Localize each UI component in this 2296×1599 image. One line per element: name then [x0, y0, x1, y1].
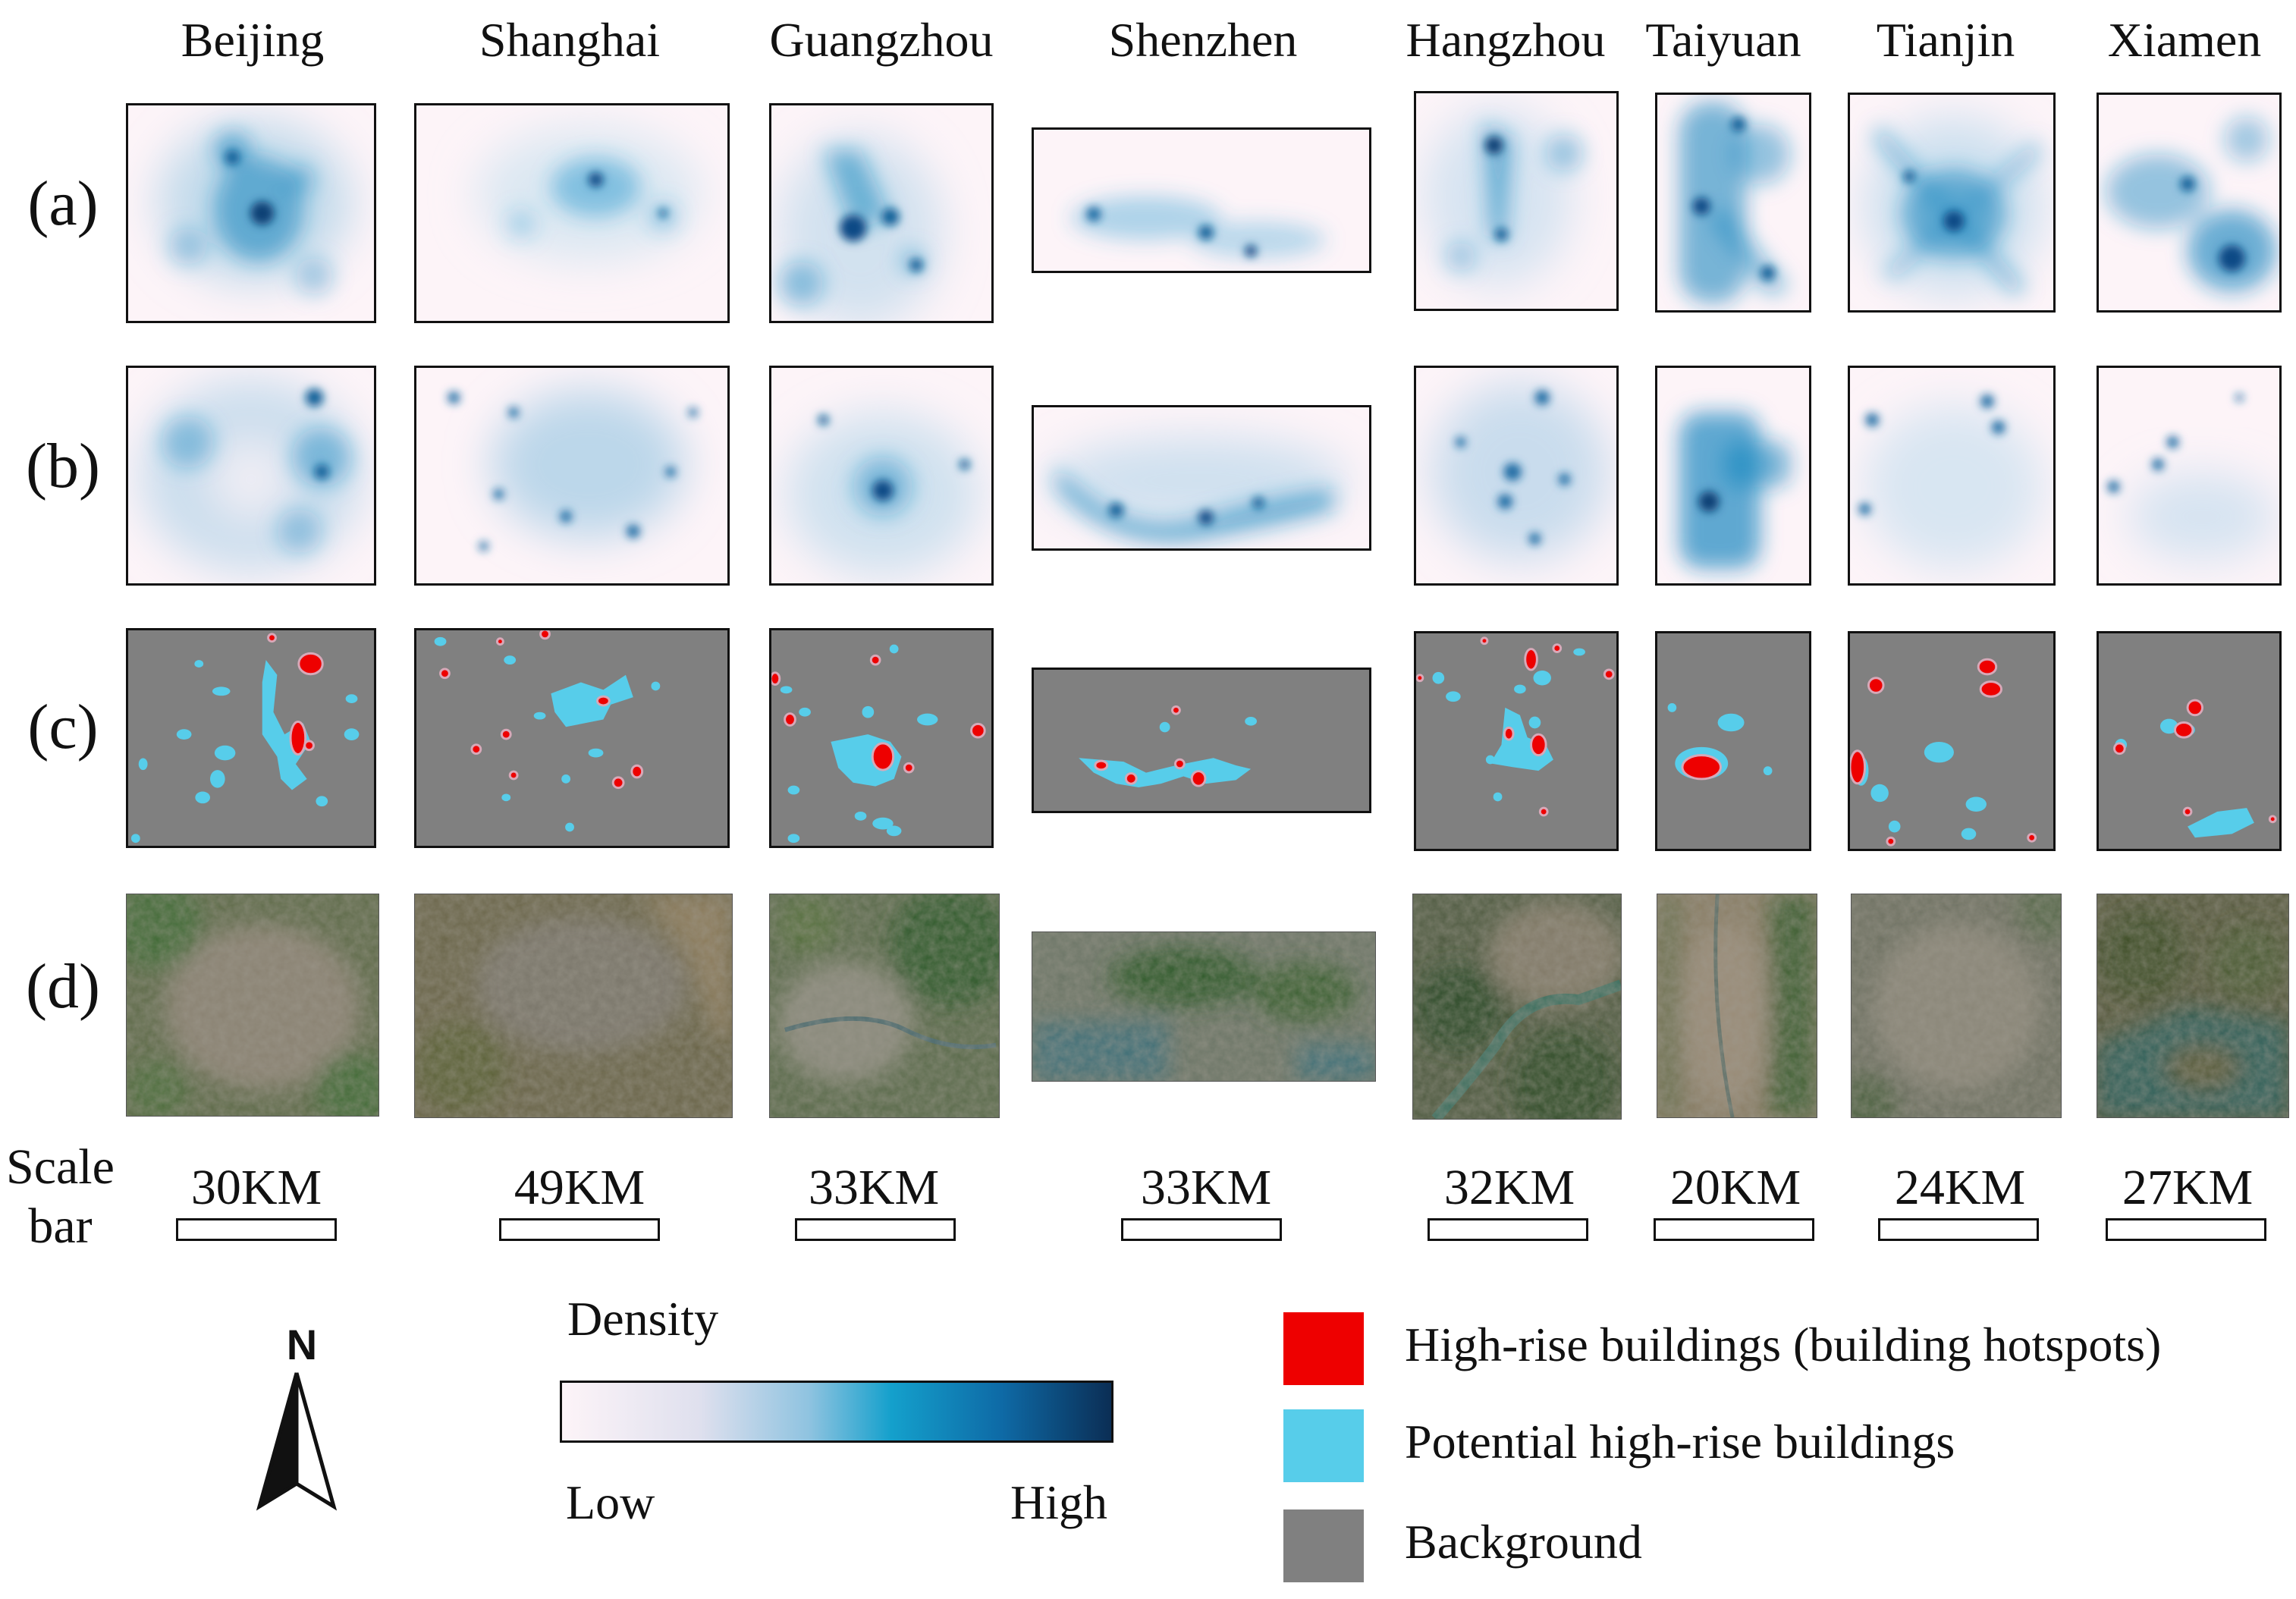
city-title-tianjin: Tianjin	[1876, 13, 2015, 67]
row-label-c: (c)	[27, 692, 99, 762]
satellite-image-d-xiamen	[2097, 894, 2289, 1118]
legend-label-hotspot: High-rise buildings (building hotspots)	[1405, 1318, 2162, 1371]
density-map-b-shenzhen	[1032, 405, 1371, 551]
row-label-b: (b)	[26, 431, 100, 501]
row-label-d: (d)	[26, 951, 100, 1022]
density-map-a-xiamen	[2097, 93, 2282, 313]
density-map-a-tianjin	[1848, 93, 2056, 313]
hotspot-map-c-hangzhou	[1414, 631, 1619, 851]
satellite-image-d-shanghai	[414, 894, 733, 1118]
city-title-beijing: Beijing	[181, 13, 325, 67]
density-map-b-beijing	[126, 366, 376, 586]
scale-value-taiyuan: 20KM	[1669, 1160, 1801, 1215]
scale-value-beijing: 30KM	[190, 1160, 322, 1215]
scale-bar-tianjin	[1878, 1218, 2039, 1241]
density-color-ramp	[560, 1381, 1113, 1443]
scale-bar-label: Scale bar	[6, 1138, 115, 1256]
city-title-shenzhen: Shenzhen	[1108, 13, 1298, 67]
hotspot-map-c-guangzhou	[769, 628, 994, 848]
hotspot-map-c-taiyuan	[1655, 631, 1811, 851]
hotspot-map-c-tianjin	[1848, 631, 2056, 851]
density-map-b-hangzhou	[1414, 366, 1619, 586]
density-map-b-guangzhou	[769, 366, 994, 586]
legend-label-potential: Potential high-rise buildings	[1405, 1415, 1955, 1469]
scale-value-shenzhen: 33KM	[1140, 1160, 1272, 1215]
satellite-image-d-shenzhen	[1032, 931, 1376, 1082]
city-title-shanghai: Shanghai	[479, 13, 661, 67]
scale-bar-shenzhen	[1121, 1218, 1282, 1241]
density-legend-title: Density	[567, 1292, 719, 1346]
north-arrow-label: N	[286, 1321, 318, 1368]
scale-bar-shanghai	[499, 1218, 660, 1241]
scale-bar-beijing	[176, 1218, 337, 1241]
density-map-a-guangzhou	[769, 103, 994, 323]
density-map-b-xiamen	[2097, 366, 2282, 586]
satellite-image-d-beijing	[126, 894, 379, 1117]
density-map-a-shanghai	[414, 103, 730, 323]
density-map-a-shenzhen	[1032, 127, 1371, 273]
density-legend-high: High	[1010, 1475, 1107, 1529]
city-title-taiyuan: Taiyuan	[1645, 13, 1801, 67]
scale-bar-label-line2: bar	[28, 1198, 93, 1254]
north-arrow-icon	[256, 1372, 338, 1511]
density-map-b-tianjin	[1848, 366, 2056, 586]
satellite-image-d-hangzhou	[1412, 894, 1622, 1120]
legend-swatch-hotspot	[1283, 1312, 1364, 1385]
density-map-b-taiyuan	[1655, 366, 1811, 586]
scale-value-tianjin: 24KM	[1894, 1160, 2026, 1215]
density-map-b-shanghai	[414, 366, 730, 586]
city-title-hangzhou: Hangzhou	[1406, 13, 1606, 67]
legend-swatch-background	[1283, 1509, 1364, 1582]
hotspot-map-c-shenzhen	[1032, 668, 1371, 813]
legend-label-background: Background	[1405, 1515, 1642, 1569]
density-legend-low: Low	[566, 1475, 655, 1529]
scale-bar-hangzhou	[1428, 1218, 1588, 1241]
density-map-a-hangzhou	[1414, 91, 1619, 311]
scale-value-guangzhou: 33KM	[808, 1160, 940, 1215]
density-map-a-taiyuan	[1655, 93, 1811, 313]
satellite-image-d-tianjin	[1851, 894, 2062, 1118]
city-title-xiamen: Xiamen	[2107, 13, 2262, 67]
satellite-image-d-guangzhou	[769, 894, 1000, 1118]
hotspot-map-c-shanghai	[414, 628, 730, 848]
density-map-a-beijing	[126, 103, 376, 323]
scale-value-xiamen: 27KM	[2122, 1160, 2254, 1215]
satellite-image-d-taiyuan	[1657, 894, 1817, 1118]
scale-value-shanghai: 49KM	[514, 1160, 645, 1215]
hotspot-map-c-xiamen	[2097, 631, 2282, 851]
scale-bar-guangzhou	[795, 1218, 956, 1241]
legend-swatch-potential	[1283, 1409, 1364, 1482]
city-title-guangzhou: Guangzhou	[769, 13, 994, 67]
hotspot-map-c-beijing	[126, 628, 376, 848]
scale-value-hangzhou: 32KM	[1443, 1160, 1575, 1215]
row-label-a: (a)	[27, 168, 99, 239]
scale-bar-label-line1: Scale	[6, 1139, 115, 1195]
scale-bar-taiyuan	[1654, 1218, 1814, 1241]
scale-bar-xiamen	[2106, 1218, 2266, 1241]
